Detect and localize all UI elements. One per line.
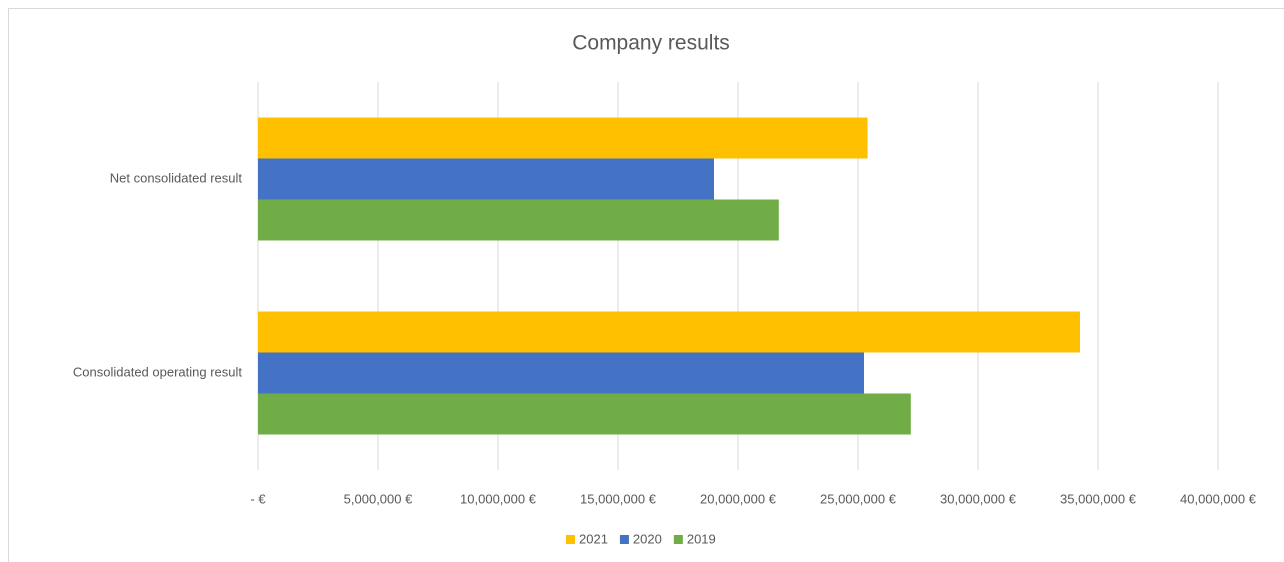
bar xyxy=(258,393,911,435)
bar xyxy=(258,117,868,159)
x-tick-label: 10,000,000 € xyxy=(460,491,537,506)
chart-title: Company results xyxy=(572,32,730,55)
x-tick-label: 40,000,000 € xyxy=(1180,491,1257,506)
x-tick-label: 25,000,000 € xyxy=(820,491,897,506)
x-tick-label: 35,000,000 € xyxy=(1060,491,1137,506)
bar xyxy=(258,311,1080,353)
x-tick-label: - € xyxy=(250,491,266,506)
legend-label: 2020 xyxy=(633,531,662,546)
legend-swatch xyxy=(619,535,629,544)
chart-frame xyxy=(8,8,1284,562)
legend-label: 2019 xyxy=(687,531,716,546)
legend-swatch xyxy=(566,535,575,544)
legend-label: 2021 xyxy=(579,531,608,546)
x-tick-label: 20,000,000 € xyxy=(700,491,777,506)
x-tick-label: 30,000,000 € xyxy=(940,491,1017,506)
y-tick-label: Net consolidated result xyxy=(110,170,243,185)
legend-swatch xyxy=(673,535,683,544)
bar xyxy=(258,199,779,241)
bar xyxy=(258,352,864,394)
bar xyxy=(258,158,714,200)
x-tick-label: 5,000,000 € xyxy=(344,491,413,506)
x-tick-label: 15,000,000 € xyxy=(580,491,657,506)
y-tick-label: Consolidated operating result xyxy=(73,364,242,379)
